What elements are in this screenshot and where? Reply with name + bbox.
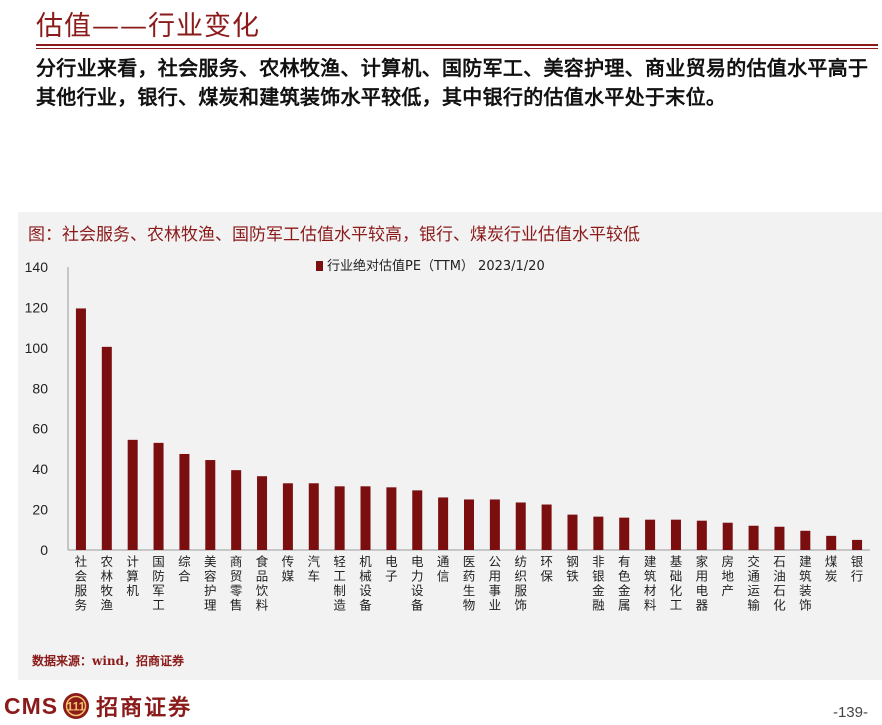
bar-22 [619, 517, 630, 550]
bar-21 [593, 516, 604, 550]
bar-23 [645, 519, 656, 550]
x-tick-label: 医药生物 [463, 554, 476, 613]
bar-26 [722, 522, 733, 550]
page-number: -139- [832, 704, 868, 721]
bar-10 [308, 483, 319, 550]
bar-17 [489, 499, 500, 550]
bar-5 [179, 453, 190, 550]
y-tick-label: 20 [32, 502, 48, 518]
summary-text: 分行业来看，社会服务、农林牧渔、计算机、国防军工、美容护理、商业贸易的估值水平高… [36, 56, 869, 109]
y-tick-label: 120 [25, 299, 49, 315]
x-tick-label: 家用电器 [696, 554, 709, 613]
x-tick-label: 环保 [540, 554, 553, 584]
bar-14 [412, 490, 423, 550]
bar-3 [127, 439, 138, 550]
bar-8 [257, 476, 268, 550]
bar-18 [515, 502, 526, 550]
bar-16 [464, 499, 474, 550]
bar-28 [774, 526, 785, 550]
legend-label: 行业绝对估值PE（TTM） 2023/1/20 [327, 258, 545, 274]
bar-2 [101, 346, 112, 550]
bar-13 [386, 487, 397, 550]
x-tick-label: 农林牧渔 [101, 554, 114, 613]
bar-25 [696, 520, 707, 550]
x-tick-label: 交通运输 [747, 554, 760, 613]
legend-swatch [316, 261, 323, 271]
logo-badge-text: 111 [67, 700, 86, 714]
bar-19 [541, 504, 552, 550]
x-tick-label: 食品饮料 [256, 554, 269, 613]
x-tick-label: 国防军工 [152, 554, 165, 613]
x-tick-label: 煤炭 [825, 554, 838, 584]
x-tick-label: 计算机 [126, 554, 139, 598]
x-tick-label: 建筑装饰 [799, 554, 812, 613]
header-rule-thin [36, 48, 878, 49]
x-tick-label: 电子 [385, 554, 398, 584]
x-tick-label: 社会服务 [75, 554, 88, 613]
x-tick-label: 银行 [851, 554, 864, 584]
header-rule [36, 44, 878, 46]
bar-6 [205, 460, 216, 550]
x-tick-label: 非银金融 [592, 554, 605, 613]
x-tick-label: 轻工制造 [333, 554, 346, 613]
y-tick-label: 80 [32, 380, 48, 396]
data-source: 数据来源：wind，招商证券 [32, 654, 185, 668]
bar-9 [282, 483, 293, 550]
y-tick-label: 60 [32, 421, 48, 437]
bar-29 [800, 530, 811, 550]
x-tick-label: 石油石化 [773, 554, 786, 613]
bar-31 [852, 539, 863, 550]
bar-chart: 0 20 40 60 80 100 120 140 行业绝对估值PE（TTM） 2023/1/2… [25, 258, 870, 613]
x-tick-label: 商贸零售 [230, 554, 243, 613]
bar-7 [231, 470, 242, 550]
logo-cms-text: CMS [4, 692, 59, 719]
bar-20 [567, 514, 578, 550]
bar-30 [826, 535, 837, 550]
x-tick-label: 美容护理 [204, 554, 217, 613]
x-tick-label: 纺织服饰 [514, 554, 527, 613]
x-tick-label: 通信 [437, 554, 450, 584]
logo-badge-icon: 111 [63, 693, 90, 719]
y-tick-label: 140 [25, 259, 49, 275]
x-tick-label: 有色金属 [618, 554, 631, 613]
x-tick-label: 房地产 [721, 554, 734, 598]
bar-15 [438, 497, 449, 550]
bar-1 [75, 308, 86, 550]
chart-panel: 图：社会服务、农林牧渔、国防军工估值水平较高，银行、煤炭行业估值水平较低 0 20… [18, 212, 882, 680]
x-tick-label: 钢铁 [566, 554, 579, 584]
x-tick-label: 汽车 [308, 554, 321, 584]
bar-12 [360, 486, 371, 550]
x-tick-label: 传媒 [282, 554, 295, 584]
y-tick-label: 40 [32, 461, 48, 477]
y-tick-label: 100 [25, 340, 49, 356]
bar-4 [153, 442, 164, 550]
chart-title: 图：社会服务、农林牧渔、国防军工估值水平较高，银行、煤炭行业估值水平较低 [28, 225, 640, 245]
x-tick-label: 基础化工 [670, 554, 683, 613]
page-title: 估值——行业变化 [36, 11, 260, 42]
x-tick-label: 公用事业 [489, 554, 502, 613]
x-tick-label: 综合 [178, 554, 191, 584]
footer-logo: CMS 111 招商证券 [4, 690, 192, 722]
x-tick-label: 建筑材料 [644, 554, 657, 613]
bar-24 [670, 519, 681, 550]
bar-27 [748, 525, 759, 550]
x-tick-label: 机械设备 [359, 554, 372, 613]
bar-11 [334, 486, 345, 550]
y-tick-label: 0 [40, 542, 48, 558]
brand-name: 招商证券 [96, 695, 193, 721]
x-tick-label: 电力设备 [411, 554, 424, 613]
